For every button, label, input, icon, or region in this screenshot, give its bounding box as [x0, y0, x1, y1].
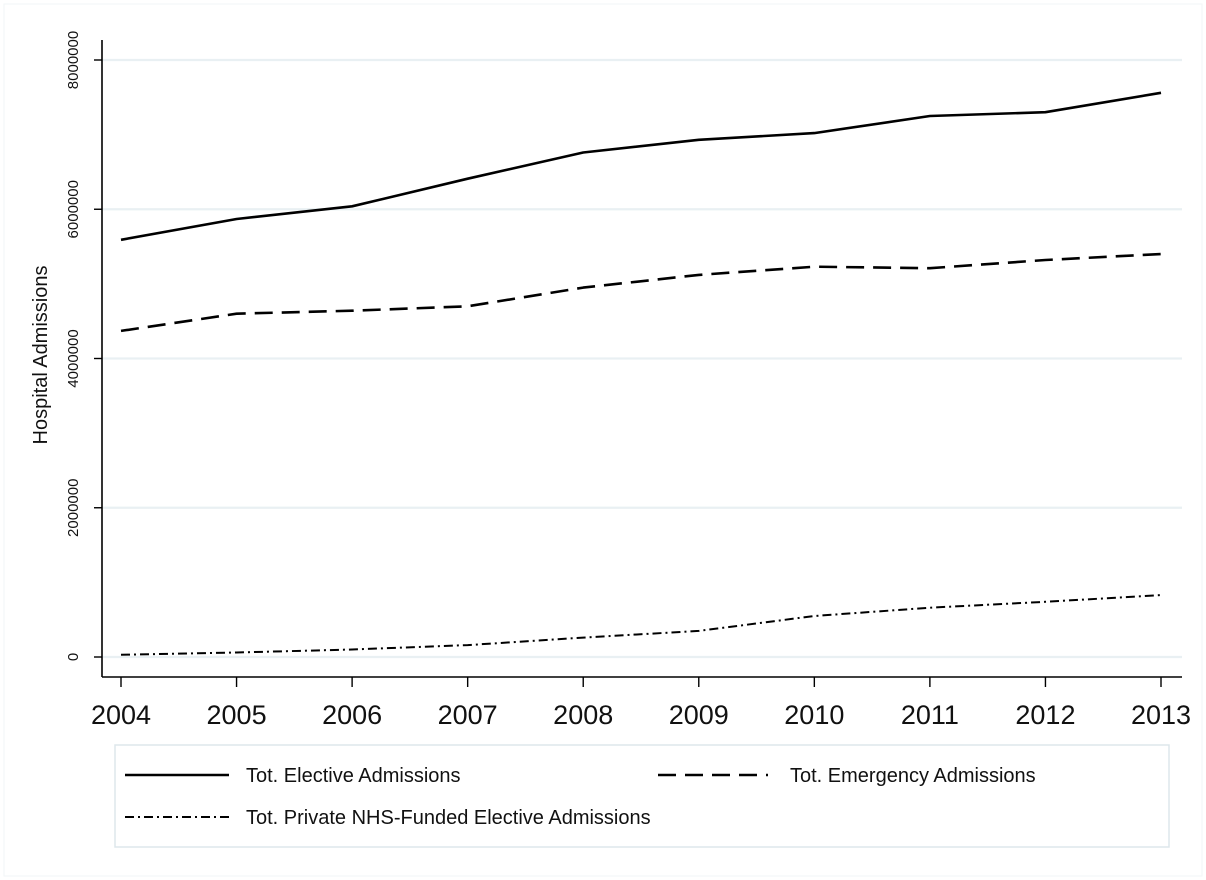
tick-label-x-5: 2009 — [669, 700, 729, 730]
tick-label-x-0: 2004 — [91, 700, 151, 730]
tick-label-x-8: 2012 — [1015, 700, 1075, 730]
tick-label-y-2: 4000000 — [65, 329, 82, 387]
tick-labels: 0 2000000 4000000 6000000 8000000 2004 2005 200… — [65, 31, 1191, 730]
tick-label-y-3: 6000000 — [65, 180, 82, 238]
tick-label-y-4: 8000000 — [65, 31, 82, 89]
grid — [102, 58, 1182, 659]
tick-label-x-6: 2010 — [784, 700, 844, 730]
tick-label-x-4: 2008 — [553, 700, 613, 730]
tick-label-y-1: 2000000 — [65, 479, 82, 537]
legend-label-elective: Tot. Elective Admissions — [246, 765, 461, 787]
legend-label-private: Tot. Private NHS-Funded Elective Admissi… — [246, 807, 651, 829]
axes — [94, 40, 1182, 687]
series-line-2 — [120, 594, 1162, 656]
tick-label-x-2: 2006 — [322, 700, 382, 730]
series-lines — [120, 91, 1162, 656]
y-axis-label: Hospital Admissions — [30, 266, 52, 445]
series-line-1 — [120, 252, 1162, 333]
tick-label-x-9: 2013 — [1131, 700, 1191, 730]
legend-box — [114, 744, 1170, 848]
tick-label-x-7: 2011 — [901, 700, 959, 730]
tick-label-y-0: 0 — [65, 653, 82, 661]
series-line-0 — [120, 91, 1162, 242]
tick-label-x-3: 2007 — [438, 700, 498, 730]
legend: Tot. Elective Admissions Tot. Emergency … — [114, 744, 1170, 848]
plot-frame — [3, 3, 1203, 877]
tick-label-x-1: 2005 — [207, 700, 267, 730]
legend-label-emergency: Tot. Emergency Admissions — [790, 765, 1036, 787]
